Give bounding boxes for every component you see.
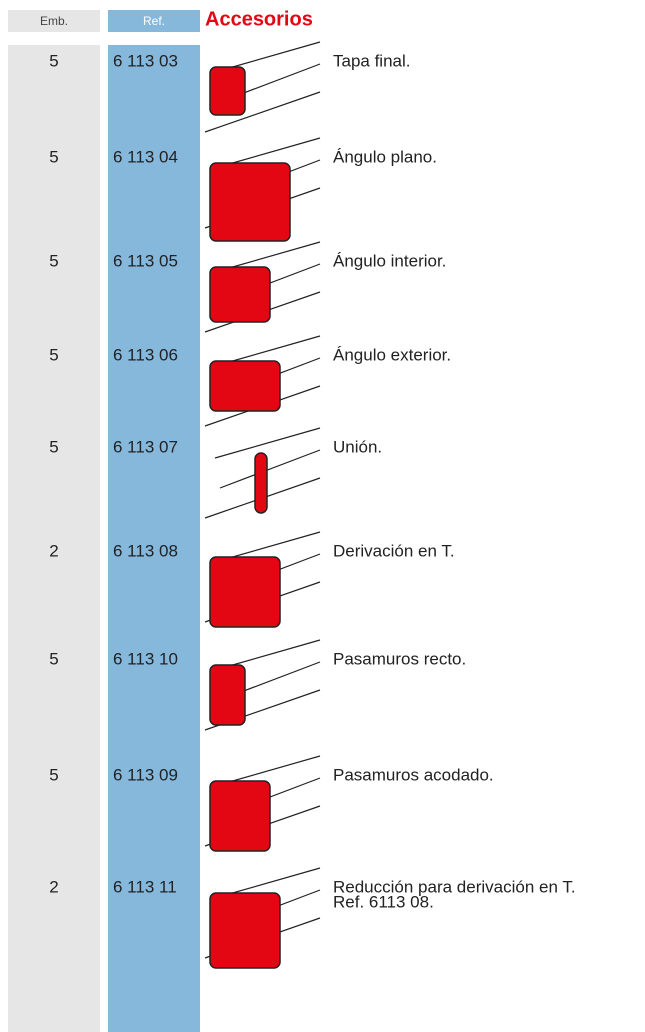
ref-column [108,45,200,1032]
description: Ángulo interior. [333,251,446,270]
emb-value: 2 [49,541,58,560]
red-accessory [209,780,271,852]
description: Pasamuros acodado. [333,765,494,784]
ref-value: 6 113 06 [113,345,178,364]
description: Derivación en T. [333,541,455,560]
ref-value: 6 113 10 [113,649,178,668]
emb-header: Emb. [40,14,68,28]
product-illustration [204,427,321,519]
product-illustration [204,755,321,852]
emb-value: 5 [49,765,58,784]
product-illustration [204,41,321,133]
outline [219,449,321,489]
red-accessory [209,892,281,969]
ref-value: 6 113 05 [113,251,178,270]
red-accessory [254,452,268,514]
ref-value: 6 113 11 [113,877,177,896]
product-illustration [204,531,321,628]
ref-value: 6 113 07 [113,437,178,456]
ref-value: 6 113 03 [113,51,178,70]
ref-value: 6 113 08 [113,541,178,560]
emb-value: 5 [49,51,58,70]
emb-value: 2 [49,877,58,896]
product-illustration [204,867,321,969]
ref-header: Ref. [143,14,165,28]
ref-value: 6 113 09 [113,765,178,784]
product-illustration [204,335,321,427]
description: Tapa final. [333,51,411,70]
description: Reducción para derivación en T. [333,877,576,896]
emb-value: 5 [49,649,58,668]
description: Pasamuros recto. [333,649,466,668]
product-illustration [204,639,321,731]
emb-column [8,45,100,1032]
product-illustration [204,241,321,333]
product-illustration [204,137,321,242]
outline [204,91,321,133]
red-accessory [209,556,281,628]
red-accessory [209,162,291,242]
description: Ref. 6113 08. [333,892,434,911]
description: Ángulo exterior. [333,345,451,364]
ref-header-box [108,10,200,32]
section-title: Accesorios [205,8,313,30]
red-accessory [209,266,271,323]
emb-value: 5 [49,345,58,364]
red-accessory [209,360,281,412]
outline [214,427,321,459]
red-accessory [209,66,246,116]
emb-value: 5 [49,437,58,456]
ref-value: 6 113 04 [113,147,178,166]
emb-value: 5 [49,251,58,270]
description: Ángulo plano. [333,147,437,166]
emb-value: 5 [49,147,58,166]
description: Unión. [333,437,382,456]
red-accessory [209,664,246,726]
emb-header-box [8,10,100,32]
